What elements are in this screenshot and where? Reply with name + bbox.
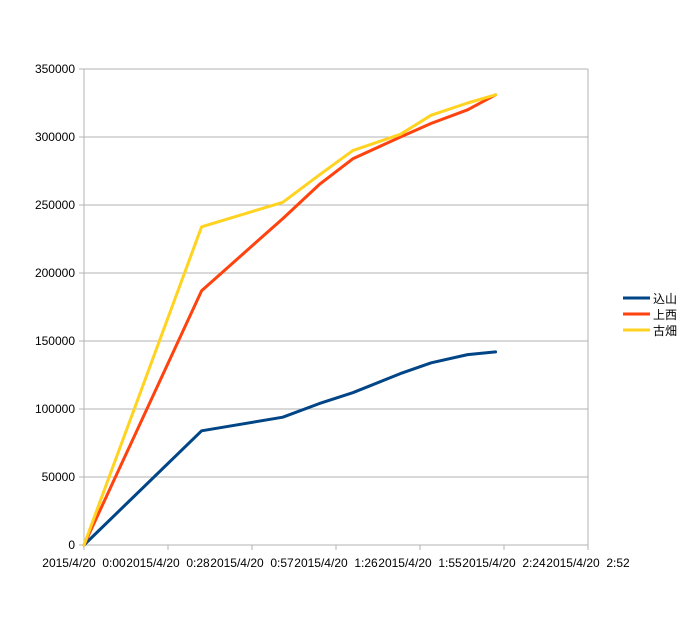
y-tick-label: 200000	[35, 266, 75, 280]
x-tick-label: 2015/4/20 0:57	[210, 556, 294, 570]
x-axis-ticks: 2015/4/20 0:00 2015/4/20 0:28 2015/4/20 0:…	[42, 545, 630, 570]
y-tick-label: 50000	[42, 470, 76, 484]
legend-label: 上西	[653, 308, 677, 322]
legend-label: 込山	[653, 292, 677, 306]
y-tick-label: 100000	[35, 402, 75, 416]
y-tick-label: 300000	[35, 130, 75, 144]
x-tick-label: 2015/4/20 2:52	[546, 556, 630, 570]
gridlines	[84, 68, 588, 546]
series-line-2	[82, 93, 498, 547]
y-tick-label: 0	[68, 538, 75, 552]
y-tick-label: 150000	[35, 334, 75, 348]
x-tick-label: 2015/4/20 0:00	[42, 556, 126, 570]
series-lines	[82, 93, 498, 547]
y-axis-ticks: 0 50000 100000 150000 200000 250000 300000 3500…	[35, 62, 84, 552]
series-line-0	[82, 350, 498, 547]
x-tick-label: 2015/4/20 1:26	[294, 556, 378, 570]
axes	[83, 69, 589, 546]
series-line-1	[82, 93, 498, 547]
y-tick-label: 250000	[35, 198, 75, 212]
x-tick-label: 2015/4/20 2:24	[462, 556, 546, 570]
y-tick-label: 350000	[35, 62, 75, 76]
x-tick-label: 2015/4/20 0:28	[126, 556, 210, 570]
legend-label: 古畑	[653, 323, 677, 338]
x-tick-label: 2015/4/20 1:55	[378, 556, 462, 570]
